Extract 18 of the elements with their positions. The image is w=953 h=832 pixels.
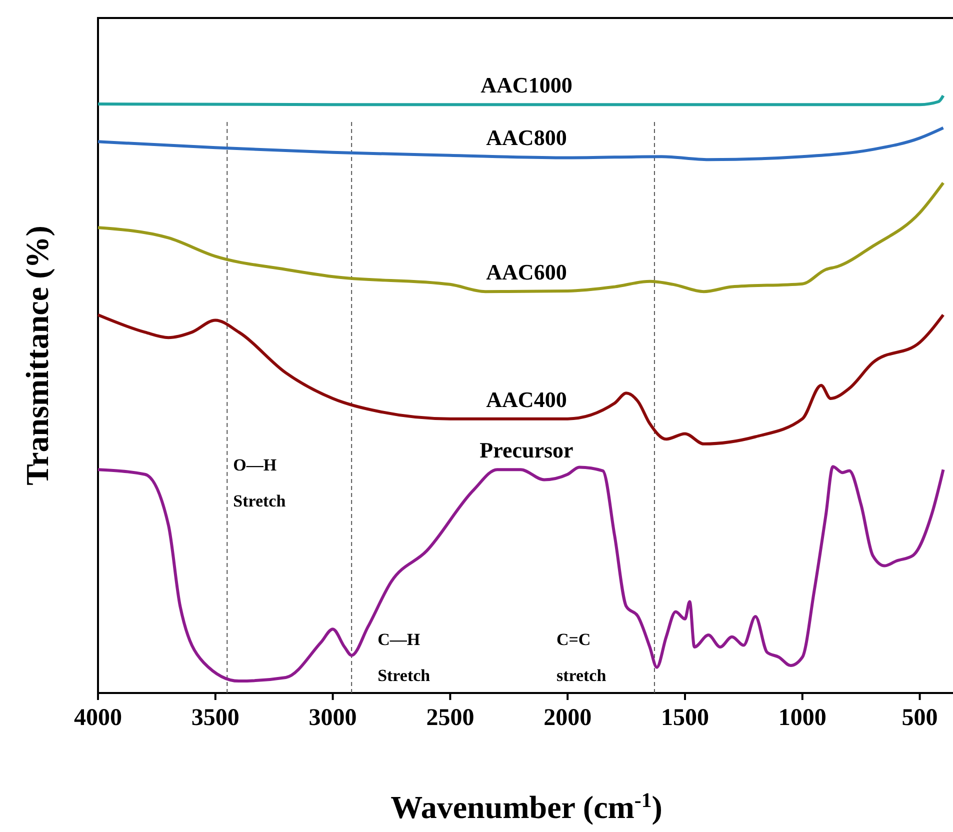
y-axis-title: Transmittance (%)	[19, 226, 55, 486]
series-label: Precursor	[480, 438, 574, 463]
x-tick-label: 3000	[308, 705, 357, 731]
x-tick-label: 500	[902, 705, 938, 731]
series-label: AAC600	[486, 259, 567, 284]
x-tick-label: 2500	[426, 705, 474, 731]
x-tick-label: 1000	[778, 705, 826, 731]
series-label: AAC800	[486, 124, 567, 150]
annotation: C—H Stretch	[378, 630, 431, 685]
series-label: AAC1000	[480, 72, 572, 98]
series-label: AAC400	[486, 386, 567, 412]
x-tick-label: 3500	[191, 705, 240, 731]
x-tick-label: 4000	[74, 705, 122, 731]
x-tick-label: 2000	[544, 705, 592, 731]
x-axis-title: Wavenumber (cm$^{-1}$)	[390, 788, 662, 825]
x-tick-label: 1500	[660, 705, 709, 731]
annotation: C=C stretch	[556, 630, 607, 685]
annotation: O—H Stretch	[233, 455, 286, 510]
